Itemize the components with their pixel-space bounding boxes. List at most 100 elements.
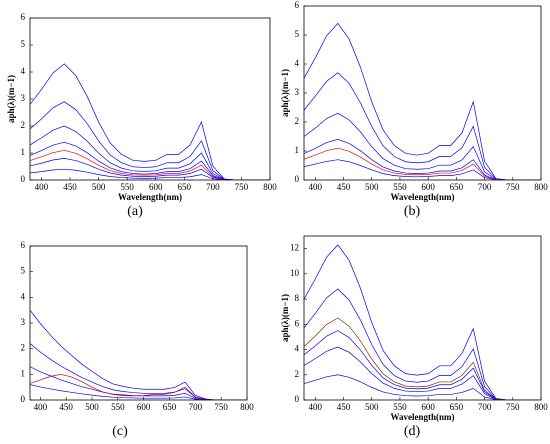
y-tick-label: 5 — [295, 29, 300, 39]
x-tick-label: 600 — [421, 182, 435, 192]
plot-area — [30, 309, 247, 400]
y-tick-label: 5 — [21, 266, 26, 276]
x-tick-label: 750 — [506, 402, 520, 412]
y-tick-label: 4 — [21, 66, 26, 76]
x-axis-label: Wavelength(nm) — [118, 192, 182, 202]
x-tick-label: 600 — [421, 402, 435, 412]
y-tick-label: 4 — [295, 344, 300, 354]
x-axis-label: Wavelength(nm) — [391, 192, 455, 202]
y-axis-label: aph(λ)(m−1) — [6, 75, 16, 123]
x-tick-label: 500 — [365, 182, 379, 192]
x-tick-label: 500 — [92, 182, 106, 192]
axes-box — [29, 245, 248, 401]
spectrum-line — [304, 330, 541, 400]
y-tick-label: 1 — [295, 145, 300, 155]
x-tick-label: 750 — [235, 182, 249, 192]
x-tick-label: 800 — [240, 402, 254, 412]
spectrum-line — [30, 309, 247, 400]
spectrum-line — [304, 346, 541, 400]
y-tick-label: 8 — [295, 293, 300, 303]
y-tick-label: 4 — [295, 58, 300, 68]
x-tick-label: 700 — [206, 182, 220, 192]
y-tick-label: 12 — [290, 243, 299, 253]
spectrum-line — [30, 125, 270, 180]
x-tick-label: 450 — [337, 402, 351, 412]
x-tick-label: 400 — [309, 402, 323, 412]
y-tick-label: 2 — [295, 116, 300, 126]
y-tick-label: 6 — [21, 12, 26, 22]
axes-box — [303, 235, 542, 401]
x-tick-label: 700 — [189, 402, 203, 412]
spectrum-line — [304, 147, 541, 180]
x-tick-label: 800 — [534, 402, 548, 412]
y-tick-label: 2 — [21, 343, 26, 353]
spectrum-line — [304, 159, 541, 180]
y-tick-label: 10 — [290, 268, 300, 278]
x-tick-label: 750 — [506, 182, 520, 192]
x-tick-label: 800 — [534, 182, 548, 192]
x-tick-label: 450 — [63, 182, 77, 192]
x-tick-label: 400 — [309, 182, 323, 192]
y-tick-label: 6 — [295, 318, 300, 328]
x-tick-label: 550 — [393, 402, 407, 412]
spectrum-line — [304, 288, 541, 400]
y-tick-label: 5 — [21, 39, 26, 49]
x-tick-label: 650 — [450, 182, 464, 192]
x-tick-label: 600 — [137, 402, 151, 412]
x-tick-label: 450 — [337, 182, 351, 192]
x-tick-label: 550 — [120, 182, 134, 192]
spectrum-line — [30, 101, 270, 180]
y-tick-label: 4 — [21, 291, 26, 301]
panel-caption: (c) — [112, 424, 128, 439]
x-tick-label: 800 — [263, 182, 277, 192]
y-axis-label: aph(λ)(m−1) — [280, 294, 290, 342]
y-axis-label: aph(λ)(m−1) — [280, 69, 290, 117]
y-tick-label: 1 — [21, 368, 26, 378]
spectrum-line — [304, 22, 541, 180]
x-tick-label: 550 — [111, 402, 125, 412]
x-tick-label: 650 — [163, 402, 177, 412]
y-tick-label: 0 — [295, 394, 300, 404]
panel-caption: (b) — [404, 204, 421, 219]
axes-box — [29, 17, 271, 181]
spectrum-line — [30, 366, 247, 400]
panel-caption: (d) — [404, 424, 421, 439]
spectrum-line — [304, 317, 541, 400]
spectrum-line — [304, 72, 541, 180]
spectrum-line — [30, 63, 270, 180]
y-tick-label: 6 — [295, 0, 300, 10]
x-tick-label: 400 — [34, 402, 48, 412]
plot-area — [304, 22, 541, 180]
spectrum-line — [30, 373, 247, 400]
y-tick-label: 0 — [21, 394, 26, 404]
spectrum-line — [30, 168, 270, 180]
spectrum-line — [30, 384, 247, 400]
plot-area — [30, 63, 270, 180]
y-tick-label: 2 — [295, 369, 300, 379]
y-tick-label: 2 — [21, 120, 26, 130]
spectrum-line — [304, 112, 541, 180]
y-tick-label: 3 — [295, 87, 300, 97]
x-axis-label: Wavelength(nm) — [391, 412, 455, 422]
y-tick-label: 3 — [21, 93, 26, 103]
y-tick-label: 0 — [295, 174, 300, 184]
y-tick-label: 1 — [21, 147, 26, 157]
x-tick-label: 700 — [478, 402, 492, 412]
spectrum-line — [304, 244, 541, 400]
x-tick-label: 550 — [393, 182, 407, 192]
x-tick-label: 700 — [478, 182, 492, 192]
plot-area — [304, 244, 541, 400]
panel-caption: (a) — [127, 204, 143, 219]
y-tick-label: 3 — [21, 317, 26, 327]
x-tick-label: 750 — [214, 402, 228, 412]
x-tick-label: 500 — [365, 402, 379, 412]
x-tick-label: 500 — [85, 402, 99, 412]
spectrum-line — [30, 149, 270, 180]
x-tick-label: 650 — [450, 402, 464, 412]
x-tick-label: 600 — [149, 182, 163, 192]
x-tick-label: 650 — [178, 182, 192, 192]
spectrum-line — [30, 343, 247, 400]
x-tick-label: 450 — [59, 402, 73, 412]
spectrum-line — [304, 374, 541, 400]
